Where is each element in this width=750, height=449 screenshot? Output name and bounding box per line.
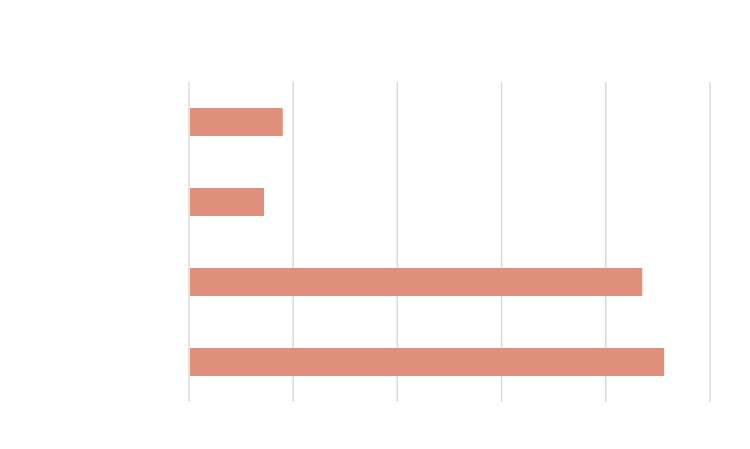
bars <box>190 108 665 376</box>
gridlines <box>188 82 711 402</box>
bar-2 <box>190 188 265 216</box>
bar-4 <box>190 348 665 376</box>
bar-1 <box>190 108 283 136</box>
bar-3 <box>190 268 643 296</box>
